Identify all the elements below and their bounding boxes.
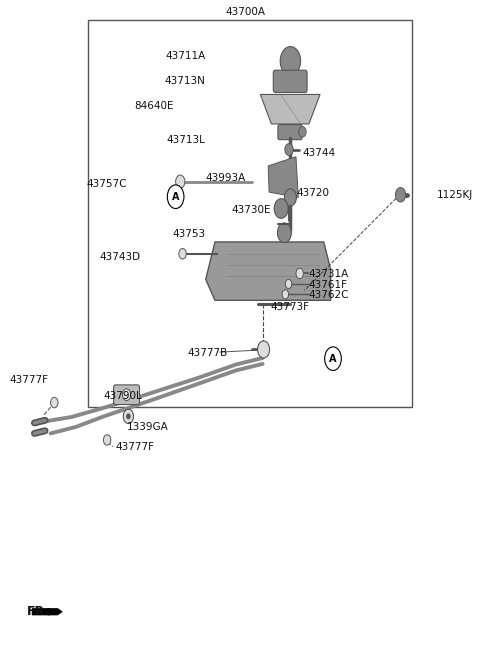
Circle shape — [51, 397, 58, 408]
Circle shape — [277, 223, 291, 242]
Circle shape — [122, 389, 131, 401]
Text: 43730E: 43730E — [231, 205, 271, 215]
Text: FR.: FR. — [26, 605, 50, 618]
Circle shape — [123, 409, 133, 424]
Text: 43711A: 43711A — [166, 51, 206, 60]
Text: 43744: 43744 — [303, 148, 336, 158]
Text: 43743D: 43743D — [100, 252, 141, 262]
Text: 43700A: 43700A — [225, 7, 265, 17]
Text: 43790L: 43790L — [104, 391, 143, 401]
Circle shape — [274, 198, 288, 218]
Circle shape — [396, 187, 406, 202]
Circle shape — [168, 185, 184, 208]
Text: 43720: 43720 — [296, 188, 329, 198]
Circle shape — [282, 290, 288, 299]
Polygon shape — [206, 242, 331, 300]
Text: 84640E: 84640E — [134, 101, 173, 110]
FancyBboxPatch shape — [114, 385, 140, 405]
Circle shape — [299, 127, 306, 137]
Circle shape — [285, 144, 293, 156]
Text: 43753: 43753 — [173, 229, 206, 239]
Circle shape — [324, 347, 341, 371]
Text: 1125KJ: 1125KJ — [437, 190, 473, 200]
Text: 43993A: 43993A — [206, 173, 246, 183]
Text: A: A — [329, 353, 337, 364]
Text: 43777F: 43777F — [9, 374, 48, 384]
Polygon shape — [260, 95, 320, 124]
Text: 43713L: 43713L — [167, 135, 206, 145]
Text: 1339GA: 1339GA — [127, 422, 169, 432]
Circle shape — [284, 189, 297, 206]
Polygon shape — [268, 157, 298, 197]
Circle shape — [258, 341, 270, 358]
Text: 43761F: 43761F — [309, 280, 348, 290]
Polygon shape — [32, 608, 62, 615]
Text: 43762C: 43762C — [309, 290, 349, 300]
Text: A: A — [172, 192, 180, 202]
Circle shape — [179, 248, 186, 259]
Text: 43773F: 43773F — [271, 302, 310, 312]
Circle shape — [176, 175, 185, 188]
Text: 43713N: 43713N — [165, 76, 206, 85]
Text: 43757C: 43757C — [86, 179, 127, 189]
FancyBboxPatch shape — [278, 125, 302, 140]
FancyBboxPatch shape — [273, 70, 307, 93]
Text: 43777F: 43777F — [116, 442, 155, 451]
Circle shape — [280, 47, 300, 76]
Circle shape — [103, 435, 111, 445]
Circle shape — [127, 414, 130, 419]
Text: 43777B: 43777B — [187, 348, 228, 359]
Text: 43731A: 43731A — [309, 269, 349, 279]
Circle shape — [296, 268, 303, 279]
Circle shape — [285, 279, 292, 288]
